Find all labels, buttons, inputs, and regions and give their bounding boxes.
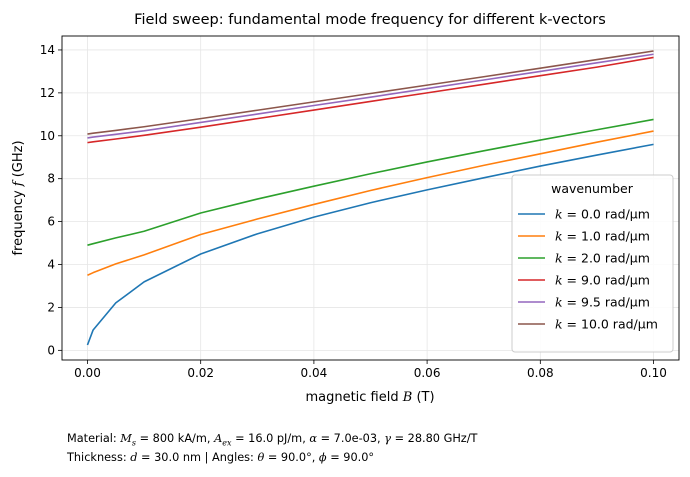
- axis-ticks: 0.00 0.02 0.04 0.06 0.08 0.10 0 2 4 6 8 10 12 14: [40, 43, 667, 380]
- caption-geometry: Thickness: d = 30.0 nm | Angles: θ = 90.…: [67, 451, 374, 464]
- legend-label-5: k = 10.0 rad/µm: [555, 317, 658, 332]
- phi-value: = 90.0°: [326, 451, 375, 464]
- y-tick-label: 12: [40, 86, 55, 100]
- aex-value: = 16.0 pJ/m,: [231, 432, 310, 445]
- legend: wavenumber k = 0.0 rad/µm k = 1.0 rad/µm k…: [511, 174, 674, 353]
- y-tick-label: 0: [47, 343, 55, 357]
- x-tick-label: 0.10: [640, 366, 667, 380]
- gamma-value: = 28.80 GHz/T: [390, 432, 478, 445]
- d-symbol: d: [130, 451, 138, 464]
- legend-box: [511, 174, 674, 353]
- phi-symbol: ϕ: [318, 451, 327, 464]
- legend-label-4: k = 9.5 rad/µm: [555, 295, 650, 310]
- y-axis-label: frequency f (GHz): [11, 140, 26, 255]
- caption-geometry-prefix: Thickness:: [67, 451, 131, 464]
- legend-label-1: k = 1.0 rad/µm: [555, 229, 650, 244]
- x-tick-label: 0.04: [301, 366, 328, 380]
- legend-title: wavenumber: [551, 181, 634, 196]
- x-tick-label: 0.02: [187, 366, 214, 380]
- chart: 0.00 0.02 0.04 0.06 0.08 0.10 0 2 4 6 8 10 12 14 Fiel…: [11, 12, 680, 405]
- x-axis-label: magnetic field B (T): [305, 390, 434, 405]
- caption-material: Material: Ms = 800 kA/m, Aex = 16.0 pJ/m…: [67, 432, 477, 447]
- series-line-2: [87, 118, 654, 246]
- series-lines: [86, 50, 654, 346]
- y-tick-label: 10: [40, 129, 55, 143]
- theta-symbol: θ: [257, 451, 265, 464]
- aex-symbol: A: [214, 432, 223, 445]
- y-tick-label: 2: [47, 300, 55, 314]
- gamma-symbol: γ: [384, 432, 391, 445]
- caption-material-prefix: Material:: [67, 432, 121, 445]
- series-line-0: [86, 143, 654, 346]
- theta-value: = 90.0°,: [264, 451, 319, 464]
- d-value: = 30.0 nm | Angles:: [137, 451, 258, 464]
- y-tick-label: 8: [47, 172, 55, 186]
- x-tick-label: 0.00: [74, 366, 101, 380]
- series-line-5: [87, 50, 654, 135]
- x-tick-label: 0.06: [414, 366, 441, 380]
- aex-sub: ex: [222, 438, 232, 448]
- series-line-4: [87, 53, 654, 139]
- y-tick-label: 14: [40, 43, 55, 57]
- ms-value: = 800 kA/m,: [135, 432, 215, 445]
- alpha-symbol: α: [309, 432, 318, 445]
- plot-frame: [61, 35, 680, 361]
- legend-label-2: k = 2.0 rad/µm: [555, 251, 650, 266]
- alpha-value: = 7.0e-03,: [317, 432, 385, 445]
- legend-label-3: k = 9.0 rad/µm: [555, 273, 650, 288]
- legend-label-0: k = 0.0 rad/µm: [555, 207, 650, 222]
- y-tick-label: 6: [47, 215, 55, 229]
- y-tick-label: 4: [47, 258, 55, 272]
- chart-title: Field sweep: fundamental mode frequency …: [134, 12, 606, 28]
- ms-sub: s: [131, 438, 136, 448]
- x-tick-label: 0.08: [527, 366, 554, 380]
- series-line-3: [87, 56, 654, 144]
- ms-symbol: M: [120, 432, 132, 445]
- series-line-1: [87, 130, 654, 276]
